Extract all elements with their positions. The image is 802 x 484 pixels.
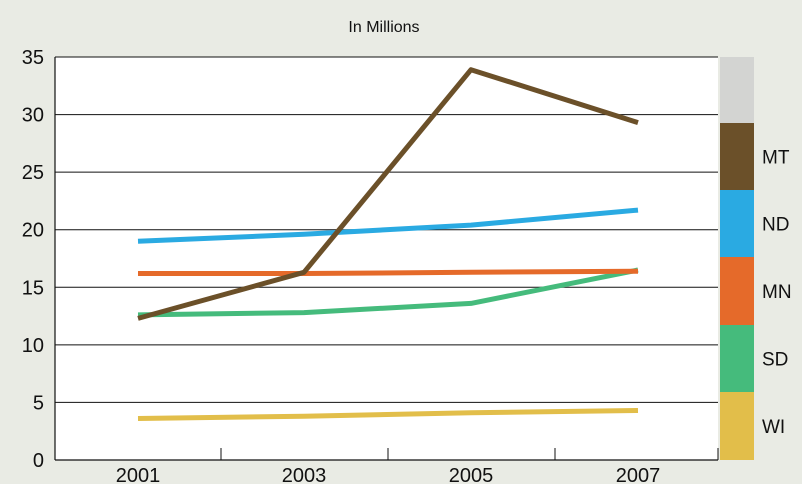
legend-label-sd: SD — [762, 350, 788, 371]
y-tick-label-0: 0 — [33, 450, 44, 472]
legend-swatch-sd — [720, 325, 754, 392]
y-tick-label-15: 15 — [22, 277, 44, 299]
x-tick-label-2003: 2003 — [282, 465, 327, 484]
chart-title: In Millions — [348, 19, 419, 36]
legend-label-nd: ND — [762, 215, 789, 236]
legend-label-mn: MN — [762, 282, 792, 303]
legend-swatch-mn — [720, 257, 754, 325]
legend-label-wi: WI — [762, 417, 785, 438]
y-tick-label-20: 20 — [22, 220, 44, 242]
y-tick-label-25: 25 — [22, 162, 44, 184]
series-line-mn — [138, 271, 638, 273]
legend-swatch-wi — [720, 392, 754, 460]
legend-swatch-blank — [720, 57, 754, 123]
y-tick-label-35: 35 — [22, 47, 44, 69]
legend-label-mt: MT — [762, 148, 790, 169]
x-tick-label-2007: 2007 — [616, 465, 661, 484]
x-tick-label-2001: 2001 — [116, 465, 161, 484]
y-tick-label-30: 30 — [22, 105, 44, 127]
y-tick-label-5: 5 — [33, 392, 44, 414]
legend-swatch-nd — [720, 190, 754, 257]
legend-swatch-mt — [720, 123, 754, 190]
x-tick-label-2005: 2005 — [449, 465, 494, 484]
y-tick-label-10: 10 — [22, 335, 44, 357]
legend: MT ND MN SD WI — [720, 57, 792, 460]
y-axis-ticks: 0 5 10 15 20 25 30 35 — [22, 47, 44, 472]
